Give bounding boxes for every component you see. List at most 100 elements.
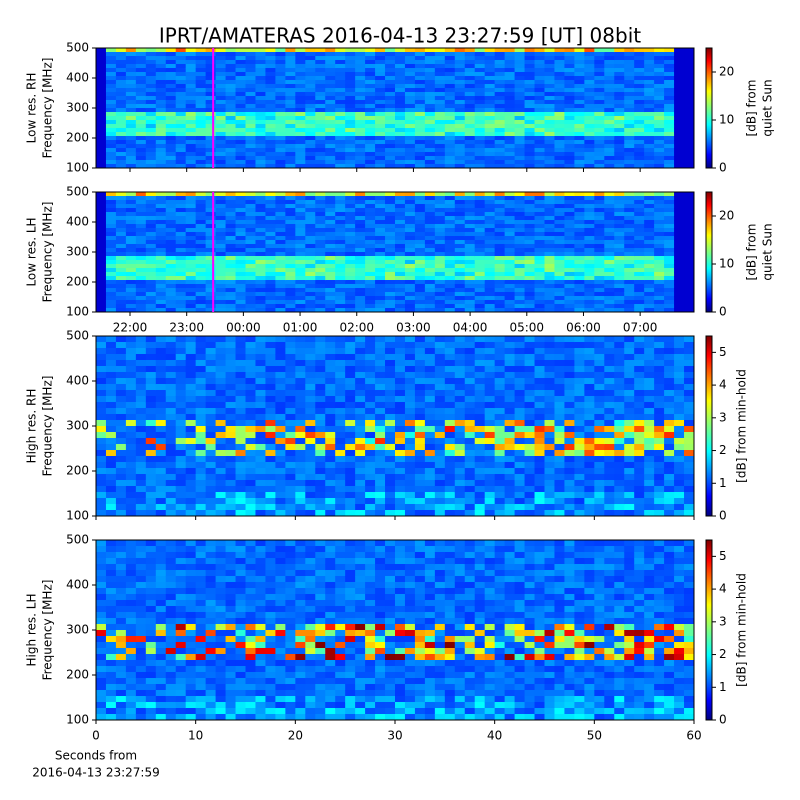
spectrogram-cell [175,128,187,133]
spectrogram-cell [305,308,316,313]
spectrogram-cell [195,300,207,305]
spectrogram-cell [245,140,256,145]
spectrogram-cell [424,120,436,125]
spectrogram-cell [145,164,157,169]
spectrogram-cell [654,256,665,261]
spectrogram-cell [395,256,406,261]
spectrogram-cell [115,232,127,237]
spectrogram-cell [155,486,167,493]
spectrogram-cell [345,104,356,109]
spectrogram-cell [474,432,486,439]
spectrogram-cell [285,360,296,367]
spectrogram-cell [135,420,147,427]
spectrogram-cell [115,280,127,285]
spectrogram-cell [175,204,187,209]
spectrogram-cell [225,92,237,97]
spectrogram-cell [105,196,117,201]
spectrogram-cell [205,244,217,249]
spectrogram-cell [225,468,237,475]
spectrogram-cell [504,486,516,493]
spectrogram-cell [544,88,555,93]
spectrogram-cell [105,402,117,409]
spectrogram-cell [255,68,266,73]
spectrogram-cell [275,468,286,475]
spectrogram-cell [305,92,316,97]
spectrogram-cell [414,228,426,233]
spectrogram-cell [125,510,137,517]
spectrogram-cell [345,164,356,169]
spectrogram-cell [145,372,157,379]
spectrogram-cell [185,438,197,445]
spectrogram-cell [195,510,207,517]
spectrogram-cell [235,414,246,421]
spectrogram-cell [634,68,645,73]
spectrogram-cell [624,56,635,61]
spectrogram-cell [454,256,466,261]
spectrogram-cell [404,432,416,439]
spectrogram-cell [125,280,137,285]
spectrogram-cell [135,366,147,373]
spectrogram-cell [614,308,625,313]
spectrogram-cell [454,296,466,301]
spectrogram-cell [494,504,506,511]
spectrogram-cell [185,504,197,511]
spectrogram-cell [195,68,207,73]
spectrogram-cell [305,348,316,355]
spectrogram-cell [265,228,276,233]
spectrogram-cell [514,284,526,289]
spectrogram-cell [185,124,197,129]
spectrogram-cell [444,160,456,165]
spectrogram-cell [355,252,366,257]
spectrogram-cell [644,152,655,157]
spectrogram-cell [315,68,326,73]
spectrogram-cell [584,284,595,289]
spectrogram-cell [265,140,276,145]
spectrogram-cell [305,204,316,209]
spectrogram-cell [474,120,486,125]
spectrogram-cell [424,348,436,355]
spectrogram-cell [594,156,605,161]
spectrogram-cell [514,480,526,487]
spectrogram-cell [564,204,575,209]
spectrogram-cell [205,414,217,421]
spectrogram-cell [404,196,416,201]
spectrogram-cell [484,204,496,209]
spectrogram-cell [594,264,605,269]
spectrogram-cell [115,444,127,451]
spectrogram-cell [594,52,605,57]
spectrogram-cell [474,96,486,101]
spectrogram-cell [484,260,496,265]
spectrogram-cell [115,156,127,161]
spectrogram-cell [325,104,336,109]
spectrogram-cell [424,48,436,53]
spectrogram-cell [185,304,197,309]
spectrogram-cell [375,256,386,261]
spectrogram-cell [255,216,266,221]
spectrogram-cell [285,224,296,229]
spectrogram-cell [155,148,167,153]
spectrogram-cell [604,228,615,233]
spectrogram-cell [265,296,276,301]
spectrogram-cell [594,136,605,141]
spectrogram-cell [275,304,286,309]
spectrogram-cell [235,212,246,217]
spectrogram-cell [614,208,625,213]
spectrogram-cell [115,390,127,397]
spectrogram-cell [345,366,356,373]
spectrogram-cell [454,100,466,105]
spectrogram-cell [165,76,177,81]
spectrogram-cell [355,468,366,475]
spectrogram-cell [305,208,316,213]
spectrogram-cell [355,308,366,313]
spectrogram-cell [604,204,615,209]
spectrogram-cell [365,384,376,391]
spectrogram-cell [544,120,555,125]
spectrogram-cell [96,92,107,97]
spectrogram-cell [375,88,386,93]
spectrogram-cell [96,292,107,297]
spectrogram-cell [325,272,336,277]
spectrogram-cell [255,468,266,475]
spectrogram-cell [295,232,306,237]
spectrogram-cell [295,84,306,89]
spectrogram-cell [295,148,306,153]
